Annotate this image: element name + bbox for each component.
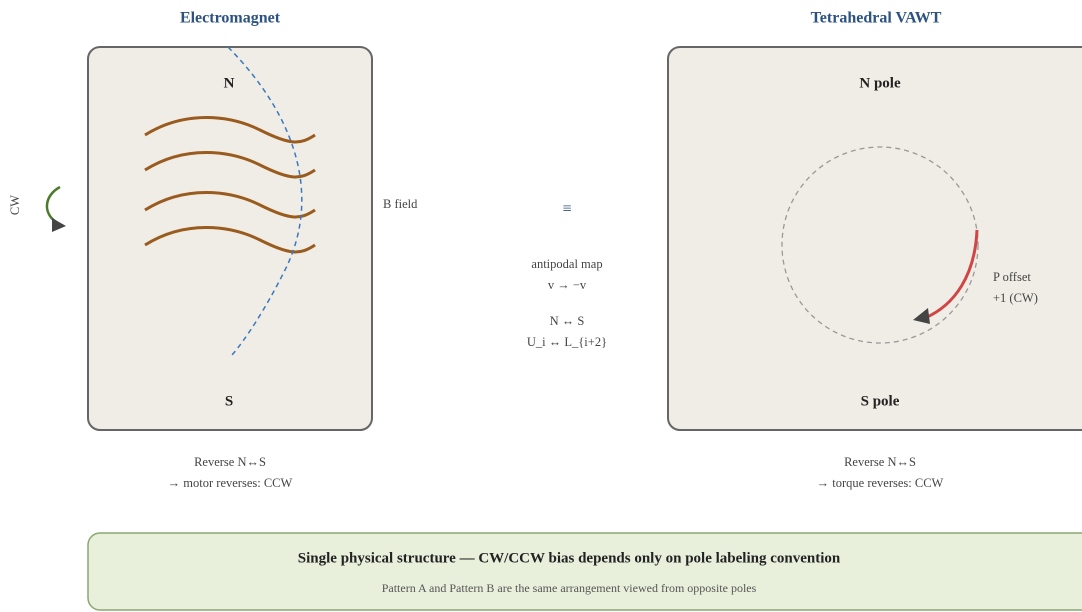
vawt-box [668, 47, 1082, 430]
caption: Reverse N↔S [844, 455, 916, 469]
equivalence-symbol: ≡ [562, 201, 571, 218]
north-label: N [224, 75, 235, 91]
south-label: S pole [861, 393, 900, 409]
mapping-text: antipodal map [531, 257, 602, 271]
caption: → torque reverses: CCW [817, 476, 944, 490]
diagram: Electromagnet N S CW B field Reverse N↔S… [0, 0, 1082, 612]
mapping-text: N ↔ S [550, 314, 585, 328]
mapping-text: v → −v [548, 278, 587, 292]
banner-subtitle: Pattern A and Pattern B are the same arr… [382, 581, 757, 595]
arrowhead [52, 218, 66, 232]
field-label: B field [383, 197, 418, 211]
banner-title: Single physical structure — CW/CCW bias … [298, 550, 841, 566]
mapping-text: U_i ↔ L_{i+2} [527, 335, 607, 349]
south-label: S [225, 393, 233, 409]
panel-title: Electromagnet [180, 10, 281, 27]
rotation-arrow [47, 187, 60, 222]
rotation-label: CW [8, 195, 22, 215]
caption: Reverse N↔S [194, 455, 266, 469]
caption: → motor reverses: CCW [168, 476, 293, 490]
north-label: N pole [859, 75, 901, 91]
offset-label: +1 (CW) [993, 291, 1038, 305]
offset-label: P offset [993, 270, 1031, 284]
panel-title: Tetrahedral VAWT [811, 10, 942, 27]
banner [88, 533, 1082, 610]
electromagnet-box [88, 47, 372, 430]
